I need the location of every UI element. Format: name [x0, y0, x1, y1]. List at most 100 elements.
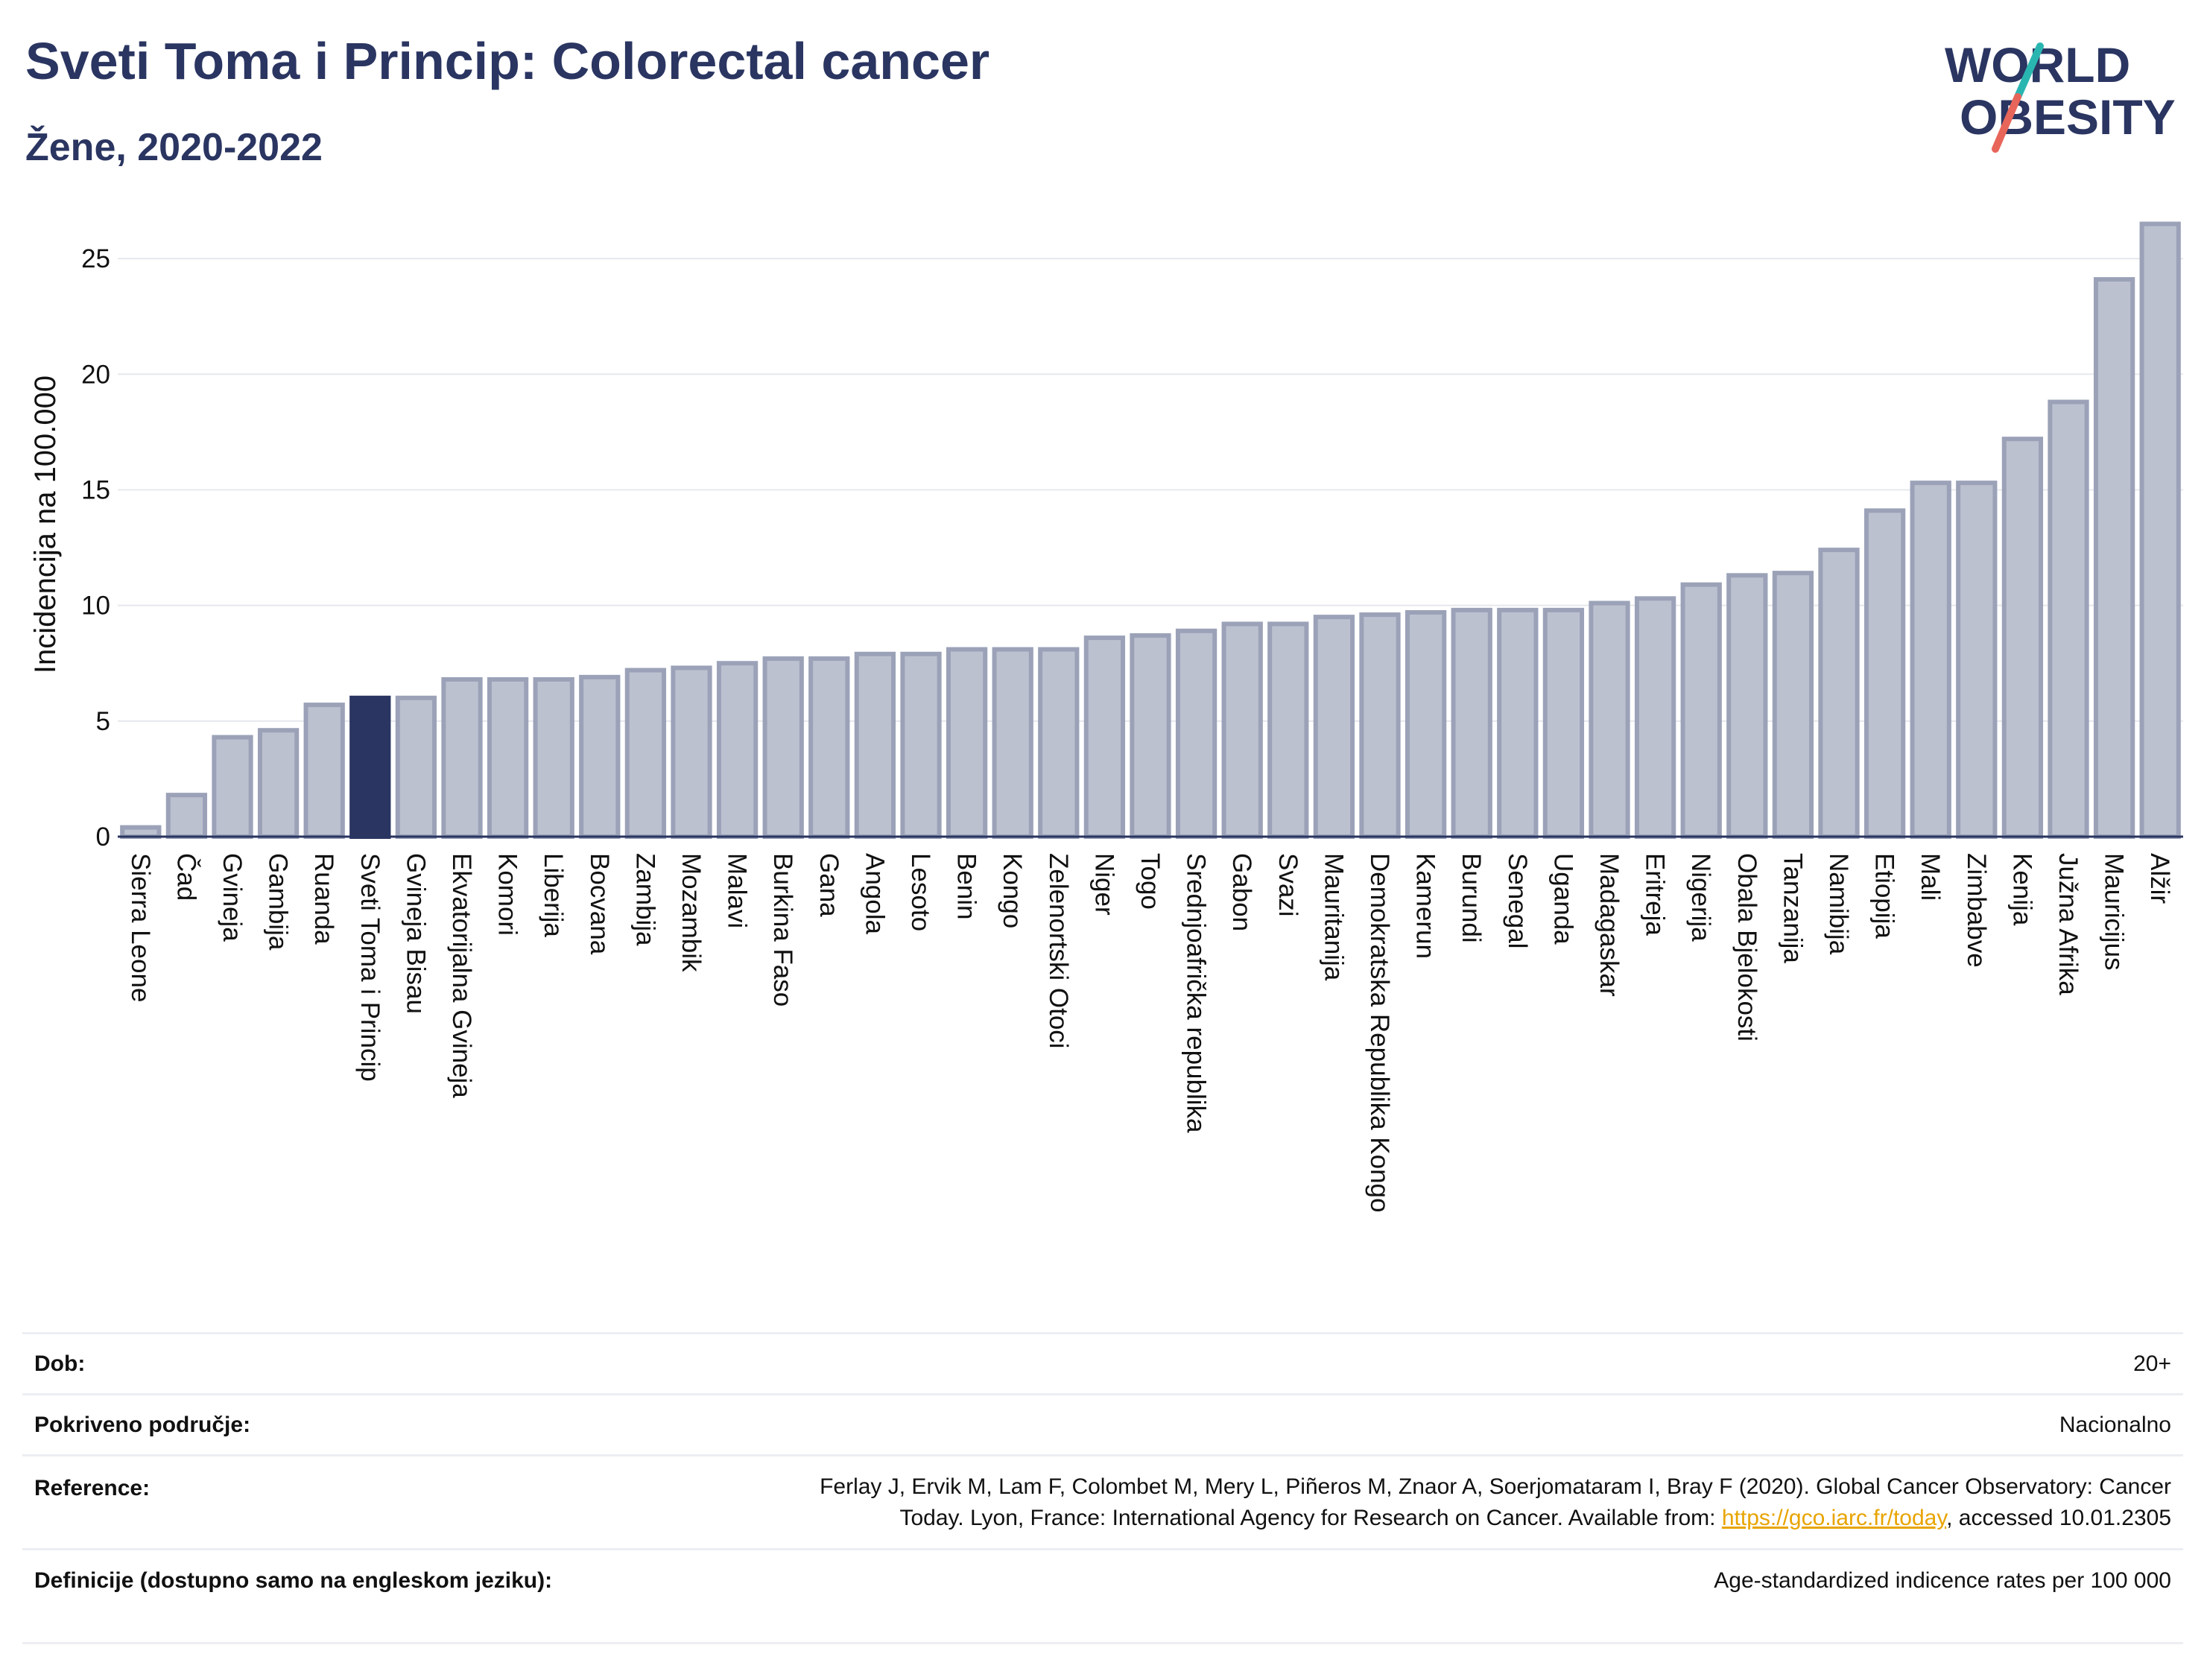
- x-tick-label: Eritreja: [1641, 853, 1670, 936]
- bar-alžir: [2139, 221, 2181, 840]
- x-tick-label: Mozambik: [677, 853, 706, 972]
- x-tick-label: Svazi: [1273, 853, 1302, 917]
- bar-gvineja-bisau: [395, 695, 437, 839]
- reference-link[interactable]: https://gco.iarc.fr/today: [1721, 1506, 1947, 1530]
- bar-južna-afrika: [2048, 399, 2089, 839]
- bar-gambija: [257, 728, 300, 839]
- bar-angola: [854, 651, 896, 840]
- logo-slash-teal: [2014, 42, 2044, 101]
- info-row-reference: Reference: Ferlay J, Ervik M, Lam F, Col…: [22, 1455, 2183, 1550]
- y-tick-label: 25: [81, 244, 110, 273]
- x-tick-label: Benin: [952, 853, 981, 920]
- bar-etiopija: [1863, 508, 1906, 840]
- bar-eritreja: [1634, 596, 1676, 840]
- bars: [120, 221, 2181, 840]
- info-row-age: Dob: 20+: [22, 1333, 2183, 1395]
- logo-line2: OBESITY: [1960, 89, 2176, 145]
- reference-label: Reference:: [34, 1476, 151, 1500]
- reference-value: Ferlay J, Ervik M, Lam F, Colombet M, Me…: [583, 1456, 2183, 1550]
- x-tick-label: Burkina Faso: [768, 853, 797, 1007]
- age-label: Dob:: [34, 1351, 86, 1376]
- bar-srednjoafrička-republika: [1175, 628, 1217, 840]
- x-tick-label: Obala Bjelokosti: [1732, 853, 1761, 1042]
- bar-niger: [1083, 635, 1126, 839]
- y-tick-label: 15: [81, 475, 110, 504]
- x-tick-label: Lesoto: [906, 853, 935, 931]
- bar-malavi: [716, 661, 759, 839]
- bar-čad: [165, 793, 208, 839]
- info-row-definition: Definicije (dostupno samo na engleskom j…: [22, 1549, 2183, 1643]
- x-tick-label: Demokratska Republika Kongo: [1365, 853, 1394, 1212]
- chart-subtitle: Žene, 2020-2022: [25, 126, 323, 169]
- x-tick-label: Uganda: [1548, 853, 1577, 945]
- x-tick-label: Bocvana: [585, 853, 614, 955]
- x-tick-label: Mali: [1916, 853, 1945, 901]
- bar-senegal: [1497, 607, 1539, 839]
- info-table: Dob: 20+ Pokriveno područje: Nacionalno …: [22, 1332, 2183, 1644]
- x-tick-label: Zambija: [630, 853, 659, 946]
- bar-burundi: [1451, 607, 1492, 839]
- bar-sierra-leone: [120, 825, 162, 840]
- bar-kongo: [992, 647, 1033, 839]
- x-tick-label: Gana: [814, 853, 843, 917]
- x-tick-label: Burundi: [1457, 853, 1486, 943]
- x-tick-label: Mauricijus: [2100, 853, 2129, 971]
- bar-namibija: [1818, 548, 1860, 839]
- x-tick-label: Zelenortski Otoci: [1044, 853, 1073, 1049]
- bar-zimbabve: [1956, 481, 1998, 840]
- bar-gabon: [1221, 621, 1263, 840]
- reference-line1: Ferlay J, Ervik M, Lam F, Colombet M, Me…: [820, 1474, 2171, 1499]
- bar-madagaskar: [1589, 600, 1630, 839]
- x-tick-label: Madagaskar: [1595, 853, 1624, 997]
- bar-tanzanija: [1772, 571, 1814, 840]
- x-tick-label: Kenija: [2007, 853, 2036, 926]
- x-tick-label: Etiopija: [1870, 853, 1899, 939]
- bar-mozambik: [671, 665, 712, 839]
- x-tick-label: Alžir: [2145, 853, 2174, 904]
- x-tick-label: Gvineja Bisau: [401, 853, 430, 1014]
- bar-gana: [808, 656, 850, 840]
- bar-mauritanija: [1313, 615, 1355, 839]
- x-tick-label: Angola: [860, 853, 889, 935]
- y-tick-label: 10: [81, 592, 110, 621]
- bar-mali: [1910, 481, 1951, 840]
- bar-demokratska-republika-kongo: [1359, 612, 1401, 839]
- bar-zambija: [624, 668, 667, 839]
- bar-lesoto: [900, 651, 942, 840]
- bar-mauricijus: [2093, 277, 2135, 840]
- coverage-label: Pokriveno područje:: [34, 1412, 251, 1437]
- x-tick-label: Tanzanija: [1778, 853, 1807, 963]
- x-tick-label: Ekvatorijalna Gvineja: [447, 853, 476, 1098]
- x-tick-label: Senegal: [1503, 853, 1532, 948]
- coverage-value: Nacionalno: [2059, 1412, 2171, 1437]
- x-tick-label: Kongo: [998, 853, 1027, 928]
- x-tick-label: Mauritanija: [1319, 853, 1348, 981]
- bar-kamerun: [1405, 609, 1447, 839]
- logo-slash-coral: [1992, 93, 2021, 153]
- bar-ruanda: [303, 703, 345, 839]
- bar-ekvatorijalna-gvineja: [441, 676, 483, 839]
- axis-labels: 0 5 10 15 20 25 Sierra Leone Čad Gvineja Gambija R…: [29, 244, 2174, 1212]
- x-tick-label: Malavi: [723, 853, 752, 928]
- bar-svazi: [1267, 621, 1309, 840]
- x-tick-label: Komori: [493, 853, 522, 936]
- bar-nigerija: [1680, 582, 1722, 839]
- x-tick-label: Kamerun: [1411, 853, 1440, 959]
- chart-title: Sveti Toma i Princip: Colorectal cancer: [25, 32, 990, 90]
- bar-bocvana: [579, 674, 621, 839]
- bar-uganda: [1542, 607, 1585, 839]
- x-tick-label: Srednjoafrička republika: [1182, 853, 1211, 1133]
- x-tick-label: Sveti Toma i Princip: [355, 853, 384, 1082]
- y-tick-label: 0: [96, 822, 110, 852]
- x-tick-label: Gvineja: [218, 853, 247, 942]
- bar-kenija: [2001, 437, 2044, 839]
- age-value: 20+: [2133, 1351, 2171, 1376]
- x-tick-label: Gambija: [264, 853, 293, 951]
- x-tick-label: Niger: [1089, 853, 1118, 916]
- y-axis-label: Incidencija na 100.000: [29, 375, 62, 673]
- x-tick-label: Ruanda: [309, 853, 338, 945]
- bar-gvineja: [212, 735, 253, 839]
- bar-obala-bjelokosti: [1726, 573, 1768, 839]
- definition-value: Age-standardized indicence rates per 100…: [1714, 1568, 2171, 1593]
- info-row-coverage: Pokriveno područje: Nacionalno: [22, 1394, 2183, 1456]
